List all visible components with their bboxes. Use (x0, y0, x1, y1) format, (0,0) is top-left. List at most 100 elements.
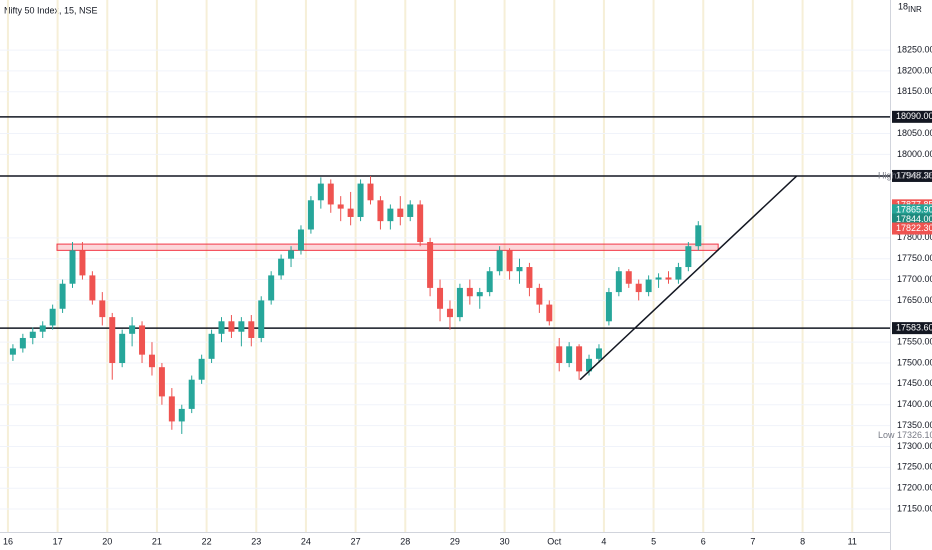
candle-body (307, 200, 314, 230)
candle-body (129, 325, 136, 334)
candle-body (357, 183, 364, 217)
y-tick-label: 17200.00 (897, 483, 932, 493)
candle-body (645, 279, 652, 293)
y-tick-label: 18000.00 (897, 149, 932, 159)
price-label-box (892, 213, 932, 226)
candle-body (665, 277, 672, 280)
candle-body (476, 292, 483, 297)
chart-title: Nifty 50 Index, 15, NSE (4, 5, 98, 15)
candle-body (546, 304, 553, 322)
extreme-value: 17326.10 (897, 430, 932, 440)
candle-body (556, 346, 563, 364)
candle-body (317, 183, 324, 201)
candle-body (288, 250, 295, 259)
candle-body (437, 287, 444, 309)
y-tick-label: 18050.00 (897, 128, 932, 138)
candle-body (228, 321, 235, 332)
y-tick-label: 17450.00 (897, 378, 932, 388)
candle-body (456, 287, 463, 318)
candle-body (536, 287, 543, 305)
candle-body (635, 283, 642, 293)
y-tick-label: 17750.00 (897, 253, 932, 263)
y-tick-label: 17150.00 (897, 503, 932, 513)
price-label: 17822.30 (896, 223, 932, 233)
price-label-box (892, 204, 932, 217)
candle-body (367, 183, 374, 201)
candle-body (407, 204, 414, 217)
y-tick-label: 17500.00 (897, 357, 932, 367)
x-tick-label: 20 (102, 536, 112, 546)
candle-body (397, 208, 404, 217)
candle-body (417, 204, 424, 243)
x-tick-label: Oct (547, 536, 562, 546)
price-label: 17948.30 (896, 170, 932, 180)
candle-body (625, 271, 632, 284)
candle-body (218, 321, 225, 334)
candle-body (119, 333, 126, 364)
candle-body (337, 204, 344, 209)
candle-body (685, 246, 692, 268)
y-tick-label: 17800.00 (897, 232, 932, 242)
price-label-box (892, 222, 932, 235)
y-tick-label: 17650.00 (897, 295, 932, 305)
extreme-name: Low (878, 430, 895, 440)
candle-body (198, 358, 205, 380)
y-tick-label: 17300.00 (897, 441, 932, 451)
x-tick-label: 28 (400, 536, 410, 546)
candle-body (446, 308, 453, 318)
price-label-box (892, 110, 932, 123)
x-tick-label: 11 (848, 536, 857, 546)
x-tick-label: 4 (601, 536, 606, 546)
candle-body (139, 325, 146, 355)
candle-body (516, 267, 523, 272)
candle-body (59, 283, 66, 309)
x-tick-label: 5 (651, 536, 656, 546)
x-tick-label: 21 (152, 536, 162, 546)
candle-body (238, 321, 245, 332)
trendline (579, 175, 798, 381)
resistance-zone (56, 243, 719, 251)
extreme-value: 17947.65 (897, 171, 932, 181)
y-tick-label: 17550.00 (897, 337, 932, 347)
x-tick-label: 24 (301, 536, 311, 546)
candle-body (496, 250, 503, 272)
x-tick-label: 27 (351, 536, 361, 546)
x-tick-label: 16 (3, 536, 13, 546)
candle-body (486, 271, 493, 293)
candle-body (29, 331, 36, 338)
candle-body (466, 287, 473, 297)
candle-body (615, 271, 622, 293)
candle-body (387, 208, 394, 222)
x-tick-label: 22 (202, 536, 212, 546)
candle-body (148, 354, 155, 368)
candle-body (99, 300, 106, 318)
candle-body (188, 379, 195, 409)
candle-body (427, 242, 434, 288)
candle-body (506, 250, 513, 272)
x-tick-label: 6 (701, 536, 706, 546)
candle-body (297, 229, 304, 251)
y-tick-label: 17400.00 (897, 399, 932, 409)
price-label: 17865.90 (896, 205, 932, 215)
x-tick-label: 30 (500, 536, 510, 546)
price-label-box (892, 322, 932, 335)
candle-body (675, 267, 682, 280)
candle-body (258, 300, 265, 338)
price-label: 17844.00 (896, 214, 932, 224)
candle-body (377, 200, 384, 222)
y-tick-label: 17250.00 (897, 462, 932, 472)
candle-body (89, 275, 96, 301)
candle-body (605, 292, 612, 322)
price-label-box (892, 169, 932, 182)
y-tick-label: 17700.00 (897, 274, 932, 284)
candle-body (268, 275, 275, 301)
candle-body (586, 358, 593, 372)
y-tick-label: 18200.00 (897, 65, 932, 75)
y-tick-label: 18150.00 (897, 86, 932, 96)
candle-body (39, 325, 46, 332)
candle-body (595, 348, 602, 359)
candle-body (208, 333, 215, 359)
candle-body (158, 367, 165, 397)
candle-body (347, 208, 354, 217)
